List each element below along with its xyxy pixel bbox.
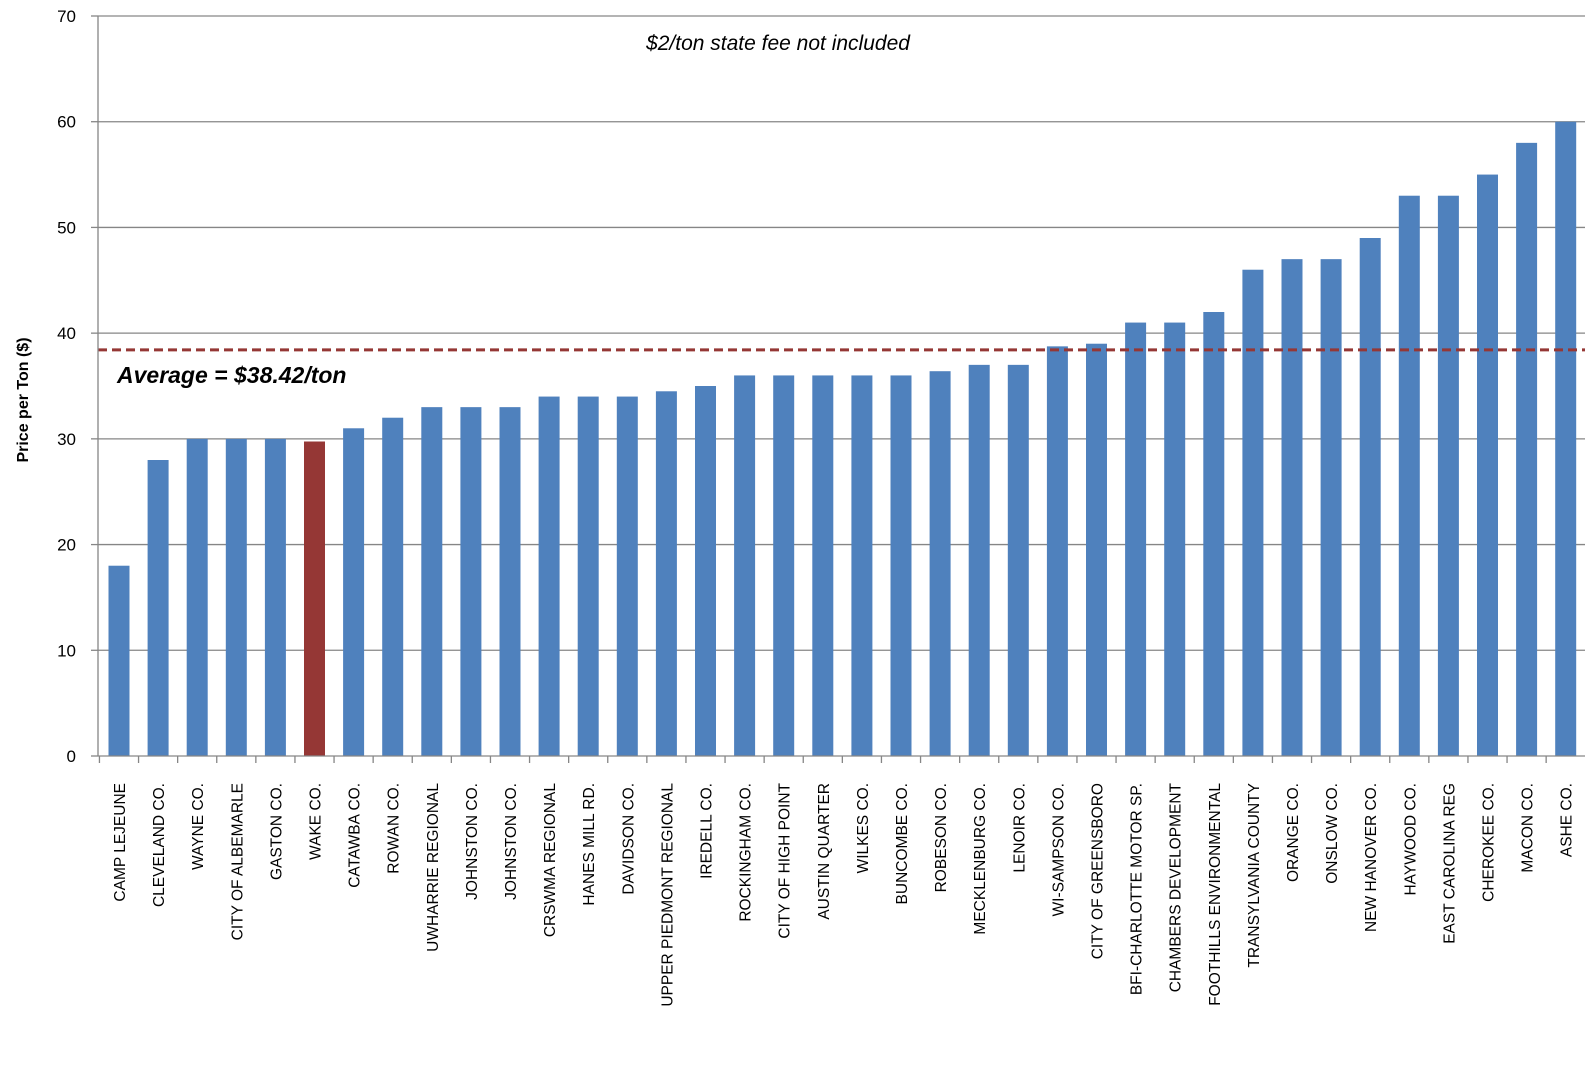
bar <box>695 386 716 756</box>
x-tick-label: CAMP LEJEUNE <box>112 783 129 902</box>
bar <box>1477 174 1498 757</box>
bar <box>734 375 756 756</box>
x-tick-label: WAYNE CO. <box>190 783 207 870</box>
bar <box>1398 195 1420 756</box>
bar <box>304 441 325 756</box>
x-tick-label: ROBESON CO. <box>933 783 950 892</box>
x-tick-label: EAST CAROLINA REG <box>1441 783 1458 944</box>
x-tick-label: DAVIDSON CO. <box>620 783 637 895</box>
bar <box>186 438 208 756</box>
bar <box>577 396 599 756</box>
x-tick-label: ASHE CO. <box>1559 783 1576 857</box>
bar <box>1320 259 1342 756</box>
bar <box>1555 121 1577 756</box>
bar <box>851 375 873 756</box>
y-tick-label: 40 <box>57 324 76 343</box>
x-tick-label: CITY OF GREENSBORO <box>1090 783 1107 959</box>
bar <box>1359 238 1381 756</box>
y-tick-label: 50 <box>57 218 76 237</box>
x-tick-label: WAKE CO. <box>308 783 325 860</box>
x-tick-label: ROWAN CO. <box>386 783 403 874</box>
bar <box>1242 269 1264 756</box>
x-axis-labels: CAMP LEJEUNE CLEVELAND CO. WAYNE CO. CITY O… <box>98 756 1576 1007</box>
x-tick-label: MACON CO. <box>1520 783 1537 873</box>
bar <box>929 371 951 756</box>
bar <box>1046 346 1068 756</box>
y-axis-ticks: 0 10 20 30 40 50 60 70 <box>57 7 98 766</box>
x-tick-label: BFI-CHARLOTTE MOTOR SP. <box>1129 783 1146 995</box>
bar <box>1125 322 1147 756</box>
x-tick-label: UWHARRIE REGIONAL <box>425 783 442 952</box>
x-tick-label: GASTON CO. <box>268 783 285 880</box>
x-tick-label: CITY OF HIGH POINT <box>777 782 794 938</box>
x-tick-label: IREDELL CO. <box>699 783 716 879</box>
bar <box>225 438 247 756</box>
bar <box>1437 195 1459 756</box>
x-tick-label: LENOIR CO. <box>1011 783 1028 873</box>
bar <box>108 565 130 756</box>
y-tick-label: 20 <box>57 536 76 555</box>
y-tick-label: 10 <box>57 641 76 660</box>
bar <box>499 407 521 756</box>
x-tick-label: WI-SAMPSON CO. <box>1050 783 1067 916</box>
bar <box>460 407 482 756</box>
x-tick-label: CHEROKEE CO. <box>1481 783 1498 902</box>
x-tick-label: WILKES CO. <box>855 783 872 873</box>
bar <box>1007 364 1029 756</box>
x-tick-label: CLEVELAND CO. <box>151 783 168 907</box>
bar <box>655 391 677 756</box>
x-tick-label: CRSWMA REGIONAL <box>542 783 559 938</box>
bar <box>421 407 443 756</box>
y-axis-title: Price per Ton ($) <box>15 337 32 462</box>
bar <box>616 396 638 756</box>
x-tick-label: ORANGE CO. <box>1285 783 1302 882</box>
x-tick-label: JOHNSTON CO. <box>464 783 481 900</box>
bar <box>538 396 560 756</box>
x-tick-label: MECKLENBURG CO. <box>972 783 989 935</box>
bar <box>147 460 169 756</box>
bar <box>812 375 834 756</box>
bar <box>264 438 286 756</box>
x-tick-label: FOOTHILLS ENVIRONMENTAL <box>1207 783 1224 1006</box>
y-tick-label: 70 <box>57 7 76 26</box>
y-tick-label: 30 <box>57 430 76 449</box>
bar <box>1086 343 1107 756</box>
y-tick-label: 0 <box>67 747 76 766</box>
y-tick-label: 60 <box>57 113 76 132</box>
x-tick-label: AUSTIN QUARTER <box>816 783 833 920</box>
x-tick-label: UPPER PIEDMONT REGIONAL <box>659 783 676 1007</box>
bar <box>343 428 365 756</box>
annotation-note: $2/ton state fee not included <box>645 32 911 55</box>
x-tick-label: ONSLOW CO. <box>1324 783 1341 884</box>
x-tick-label: JOHNSTON CO. <box>503 783 520 900</box>
bar <box>1203 312 1225 756</box>
x-tick-label: CHAMBERS DEVELOPMENT <box>1168 782 1185 992</box>
bar <box>382 417 404 756</box>
bar <box>773 375 795 756</box>
bar <box>1516 142 1538 756</box>
x-tick-label: NEW HANOVER CO. <box>1363 783 1380 932</box>
x-tick-label: HAYWOOD CO. <box>1402 783 1419 896</box>
x-tick-label: BUNCOMBE CO. <box>894 783 911 904</box>
average-label: Average = $38.42/ton <box>116 362 346 388</box>
bar <box>968 364 990 756</box>
x-tick-label: CATAWBA CO. <box>347 783 364 888</box>
bar <box>890 375 912 756</box>
x-tick-label: ROCKINGHAM CO. <box>738 783 755 922</box>
bar <box>1164 322 1186 756</box>
x-tick-label: TRANSYLVANIA COUNTY <box>1246 783 1263 968</box>
bar <box>1281 259 1303 756</box>
x-tick-label: HANES MILL RD. <box>581 783 598 906</box>
bars <box>108 121 1577 757</box>
x-tick-label: CITY OF ALBEMARLE <box>229 783 246 940</box>
